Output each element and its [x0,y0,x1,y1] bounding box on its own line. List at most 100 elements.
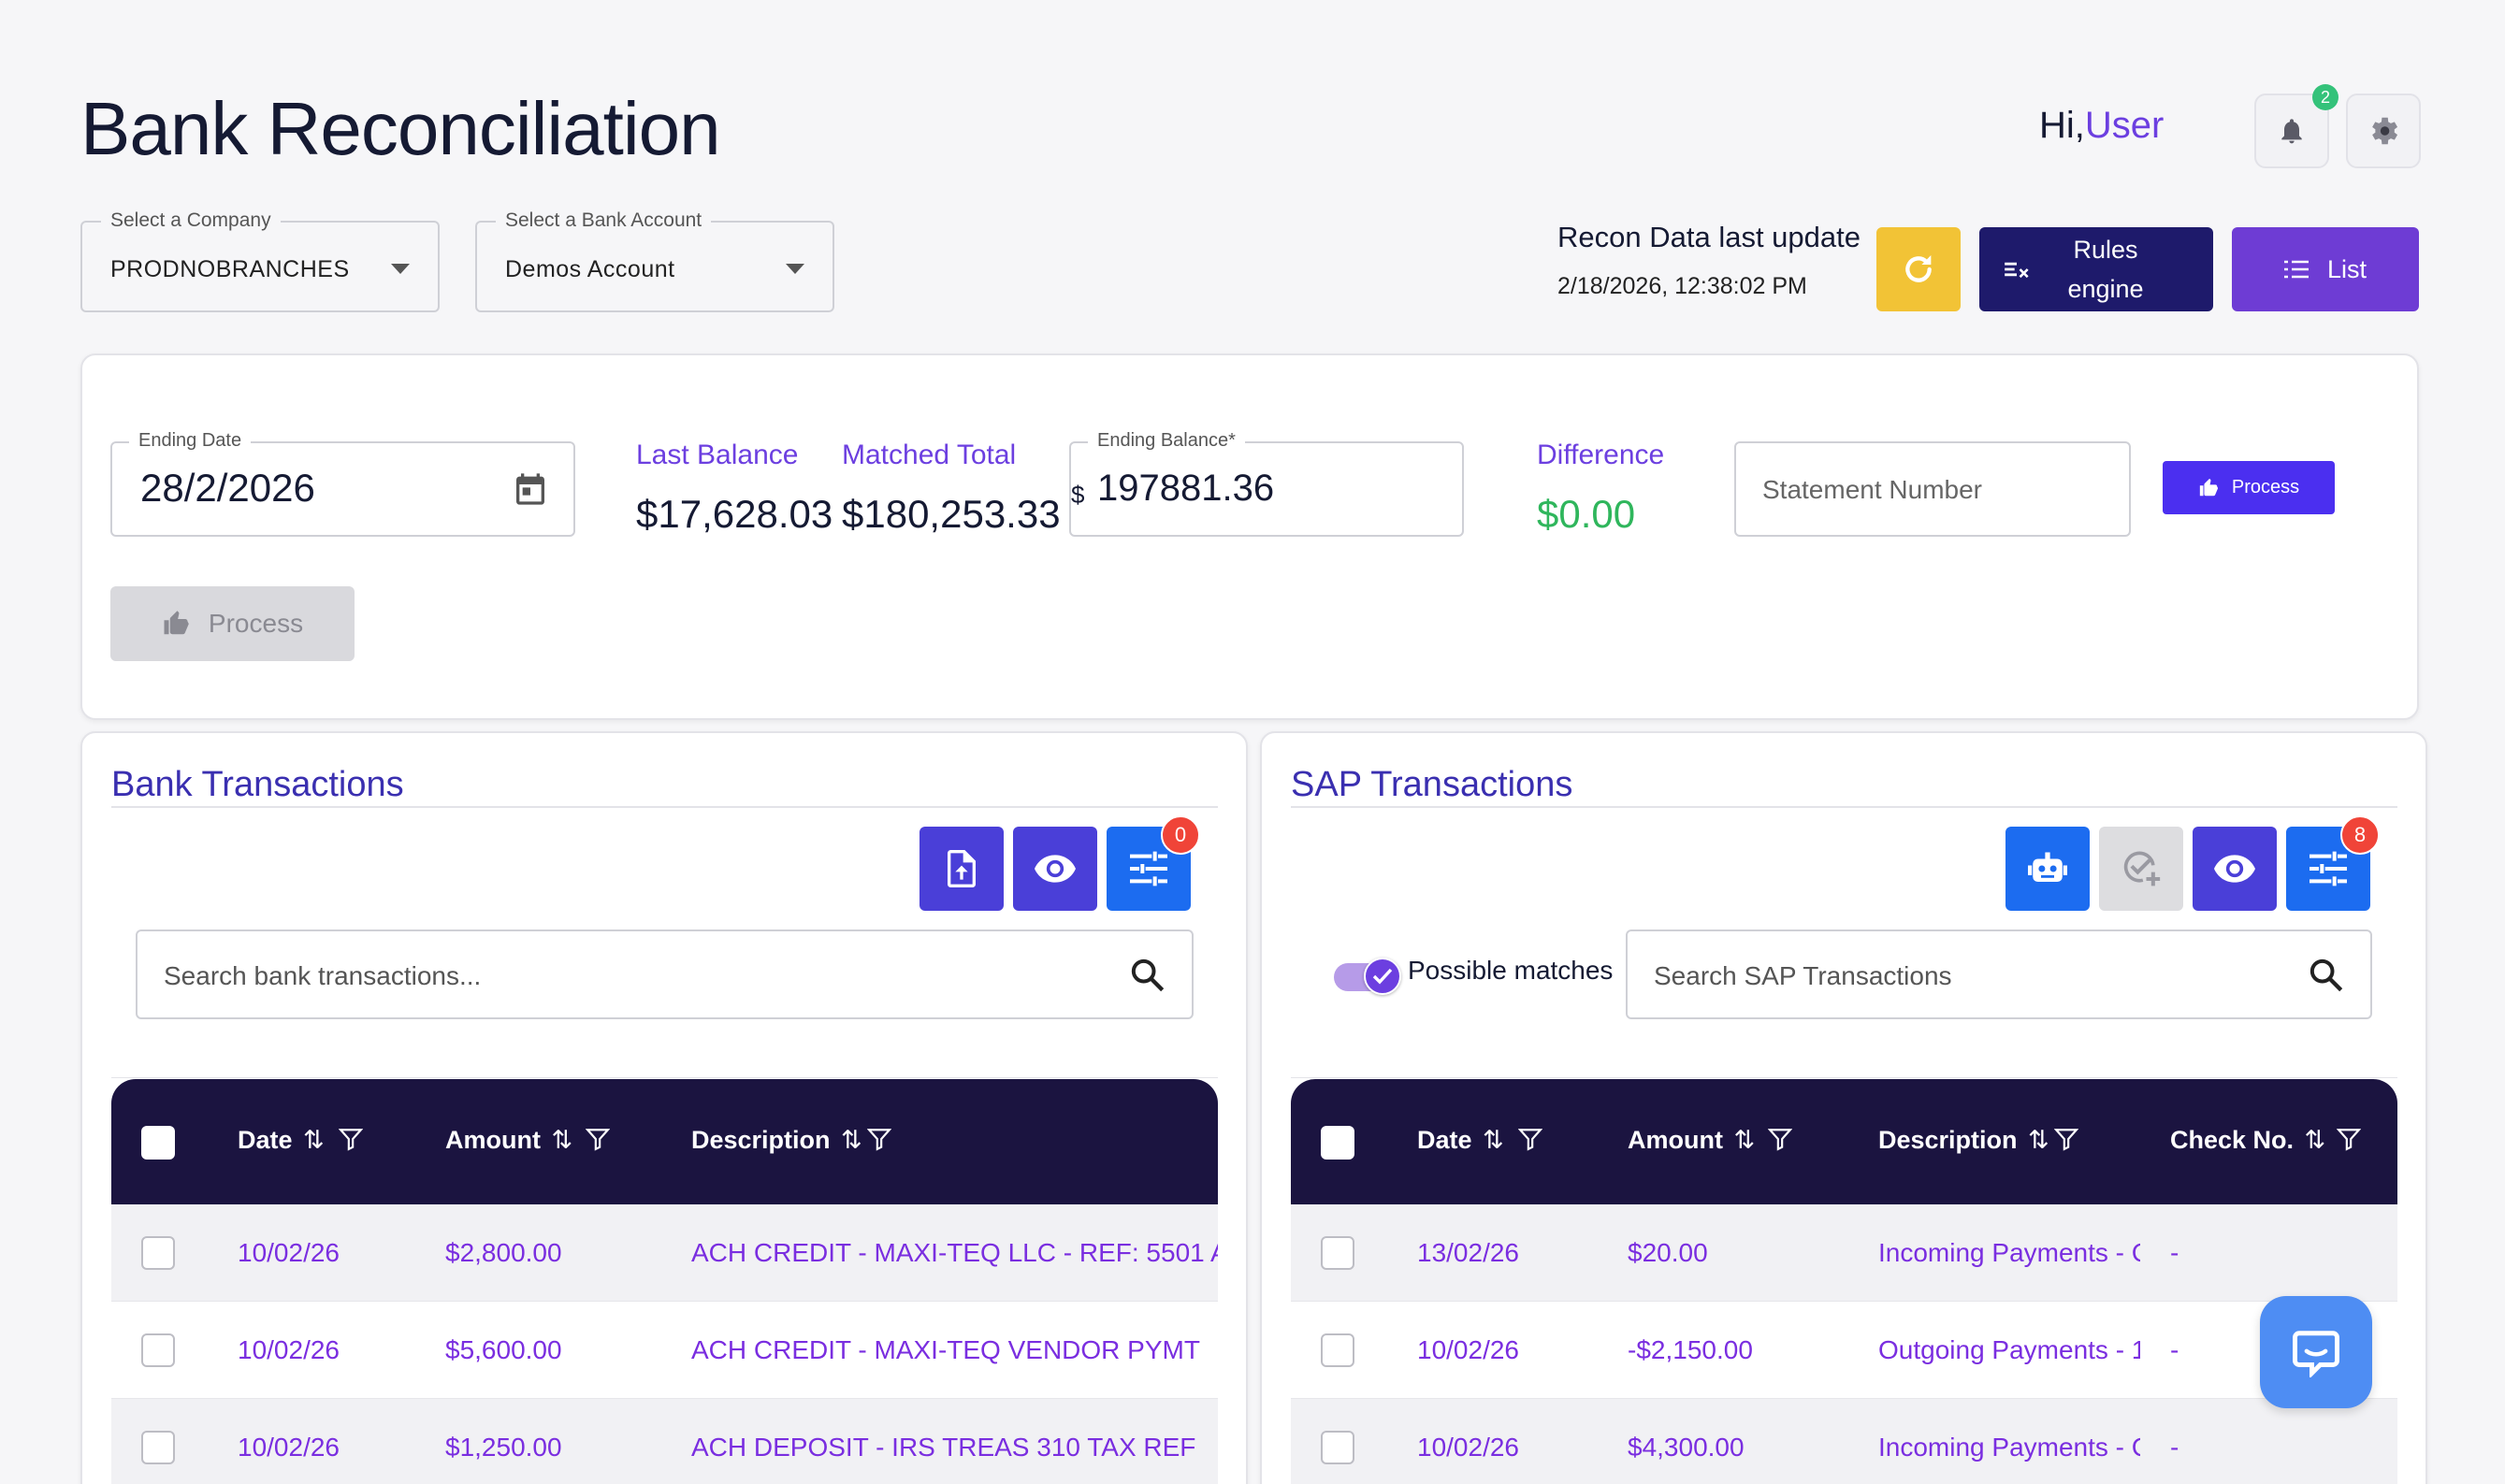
notifications-button[interactable]: 2 [2254,84,2338,168]
filter-icon[interactable] [1518,1126,1542,1152]
sap-transactions-title: SAP Transactions [1291,765,1573,804]
sort-icon[interactable]: ⇅ [296,1126,325,1154]
summary-card [80,353,2419,720]
row-amount: $4,300.00 [1628,1433,1745,1462]
sap-col-date[interactable]: Date ⇅ [1417,1126,1542,1155]
auto-match-button[interactable] [2005,827,2090,911]
filter-icon[interactable] [586,1126,610,1152]
thumbs-up-icon [164,611,189,635]
notification-badge: 2 [2312,84,2338,110]
filter-icon[interactable] [2054,1126,2078,1152]
row-amount: $5,600.00 [445,1335,562,1364]
bank-account-select[interactable]: Select a Bank Account Demos Account [475,209,834,312]
row-description: ACH CREDIT - MAXI-TEQ VENDOR PYMT [691,1335,1200,1364]
view-button[interactable] [1013,827,1097,911]
row-checkbox[interactable] [1321,1236,1354,1270]
thumbs-up-icon [2199,478,2218,496]
eye-icon [2214,855,2255,883]
bank-filter-settings-button[interactable]: 0 [1107,815,1200,911]
row-checkbox[interactable] [141,1431,175,1464]
row-checkbox[interactable] [1321,1431,1354,1464]
row-checkbox[interactable] [1321,1333,1354,1367]
company-select-value: PRODNOBRANCHES [110,256,350,282]
sap-col-check-no[interactable]: Check No. ⇅ [2170,1126,2361,1155]
rules-icon [2005,262,2029,279]
table-row[interactable]: 10/02/26 -$2,150.00 Outgoing Payments - … [1291,1302,2397,1399]
sort-icon[interactable]: ⇅ [1726,1126,1756,1154]
sap-col-description[interactable]: Description ⇅ [1878,1126,2078,1155]
sort-icon[interactable]: ⇅ [543,1126,573,1154]
ending-date-field[interactable]: Ending Date 28/2/2026 [110,430,575,537]
confirm-match-button[interactable] [2099,827,2183,911]
check-add-icon [2123,851,2161,886]
chat-button[interactable] [2260,1296,2372,1408]
row-date: 10/02/26 [238,1335,340,1364]
sap-col-amount[interactable]: Amount ⇅ [1628,1126,1792,1155]
table-row[interactable]: 13/02/26 $20.00 Incoming Payments - Cash… [1291,1204,2397,1302]
sap-filter-count-badge: 8 [2340,815,2380,855]
sap-select-all-checkbox[interactable] [1321,1126,1354,1160]
filter-icon[interactable] [339,1126,363,1152]
bank-col-description[interactable]: Description ⇅ [691,1126,891,1155]
bank-col-date-label: Date [238,1126,293,1154]
row-amount: -$2,150.00 [1628,1335,1753,1364]
calendar-icon[interactable] [512,469,549,509]
rules-engine-button[interactable]: Rules engine [1979,227,2213,311]
sap-view-button[interactable] [2193,827,2277,911]
company-select[interactable]: Select a Company PRODNOBRANCHES [80,209,440,312]
ending-balance-field[interactable]: Ending Balance* $ 197881.36 [1069,430,1464,537]
statement-number-placeholder: Statement Number [1762,475,1982,504]
settings-button[interactable] [2346,94,2421,168]
rules-engine-label-line2: engine [2067,275,2144,303]
row-amount: $1,250.00 [445,1433,562,1462]
company-select-label: Select a Company [101,209,281,232]
row-check-no: - [2170,1433,2179,1462]
matched-total-label: Matched Total [842,439,1017,470]
sap-table-divider [1291,1077,2397,1078]
sap-col-amount-label: Amount [1628,1126,1723,1154]
bank-search-input[interactable]: Search bank transactions... [136,929,1194,1019]
table-row[interactable]: 10/02/26 $5,600.00 ACH CREDIT - MAXI-TEQ… [111,1302,1218,1399]
user-name[interactable]: User [2084,105,2165,146]
greeting: Hi,User [2039,105,2164,147]
eye-icon [1035,855,1076,883]
upload-file-button[interactable] [919,827,1004,911]
row-checkbox[interactable] [141,1236,175,1270]
sort-icon[interactable]: ⇅ [1475,1126,1504,1154]
row-date: 10/02/26 [1417,1433,1519,1462]
possible-matches-toggle[interactable] [1332,958,1403,997]
row-check-no: - [2170,1238,2179,1267]
sliders-icon [1130,851,1167,886]
recon-last-update-time: 2/18/2026, 12:38:02 PM [1557,273,1807,299]
filter-icon[interactable] [1768,1126,1792,1152]
sort-icon[interactable]: ⇅ [2297,1126,2326,1154]
sort-icon[interactable]: ⇅ [833,1126,862,1154]
sap-col-date-label: Date [1417,1126,1472,1154]
last-balance-label: Last Balance [636,439,799,470]
row-description: Incoming Payments - Cash [1878,1433,2140,1462]
list-icon [2283,260,2309,279]
refresh-button[interactable] [1876,227,1961,311]
possible-matches-label: Possible matches [1408,956,1614,985]
chevron-down-icon [786,264,804,274]
filter-icon[interactable] [2337,1126,2361,1152]
table-row[interactable]: 10/02/26 $4,300.00 Incoming Payments - C… [1291,1399,2397,1484]
table-row[interactable]: 10/02/26 $2,800.00 ACH CREDIT - MAXI-TEQ… [111,1204,1218,1302]
process-button-small[interactable]: Process [2163,461,2335,514]
search-icon[interactable] [1128,956,1166,993]
bank-col-amount[interactable]: Amount ⇅ [445,1126,610,1155]
bank-col-date[interactable]: Date ⇅ [238,1126,363,1155]
sort-icon[interactable]: ⇅ [2020,1126,2049,1154]
list-button-label: List [2326,254,2367,283]
list-button[interactable]: List [2232,227,2419,311]
sap-search-input[interactable]: Search SAP Transactions [1626,929,2372,1019]
search-icon[interactable] [2307,956,2344,993]
statement-number-input[interactable]: Statement Number [1734,441,2131,537]
process-button-disabled[interactable]: Process [110,586,355,661]
row-checkbox[interactable] [141,1333,175,1367]
table-row[interactable]: 10/02/26 $1,250.00 ACH DEPOSIT - IRS TRE… [111,1399,1218,1484]
filter-icon[interactable] [867,1126,891,1152]
sap-filter-settings-button[interactable]: 8 [2286,815,2380,911]
bank-select-all-checkbox[interactable] [141,1126,175,1160]
row-description: ACH DEPOSIT - IRS TREAS 310 TAX REF [691,1433,1196,1462]
